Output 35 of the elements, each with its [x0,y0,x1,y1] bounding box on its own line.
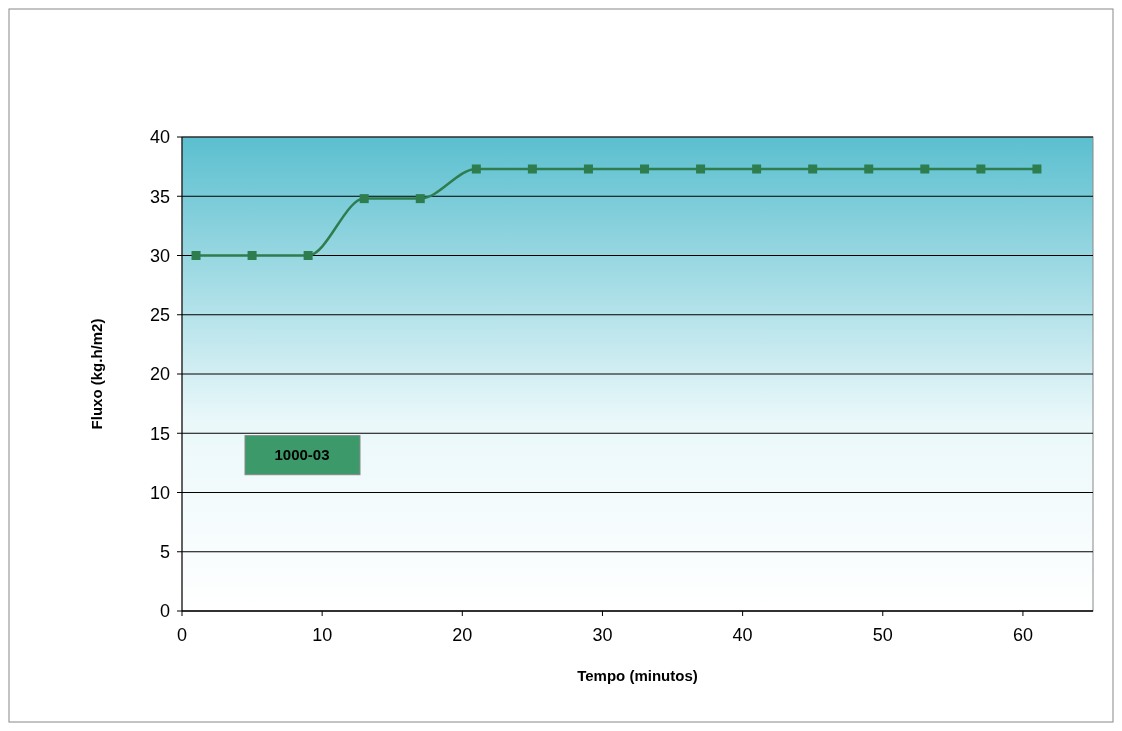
y-tick-label: 0 [159,601,170,622]
point [359,194,369,204]
annotation: 1000-03 [274,446,330,464]
x-tick-label: 60 [1012,625,1033,645]
x-tick-label: 10 [312,625,333,645]
x-tick-label: 40 [732,625,753,645]
x-tick-label: 50 [872,625,893,645]
point [640,164,650,174]
point [191,251,201,260]
y-tick-label: 15 [149,423,170,444]
point [247,251,257,260]
y-axis-title: Fluxo (kg.h/m2) [88,318,105,430]
point [808,164,818,174]
point [303,251,313,260]
y-tick-label: 25 [149,305,170,326]
y-tick-label: 20 [149,364,170,385]
y-tick-label: 40 [149,127,170,148]
point [415,194,425,204]
point [696,164,706,174]
y-tick-label: 35 [149,186,170,207]
x-tick-label: 0 [176,625,188,645]
y-tick-label: 5 [159,542,170,563]
x-axis-title: Tempo (minutos) [577,667,698,684]
y-tick-label: 10 [149,482,170,503]
x-tick-label: 30 [592,625,613,645]
point [864,164,874,174]
point [920,164,930,174]
point [471,164,481,174]
y-tick-label: 30 [149,245,170,266]
point [527,164,537,174]
point [976,164,986,174]
point [583,164,593,174]
x-tick-label: 20 [452,625,473,645]
point [752,164,762,174]
point [1032,164,1042,174]
